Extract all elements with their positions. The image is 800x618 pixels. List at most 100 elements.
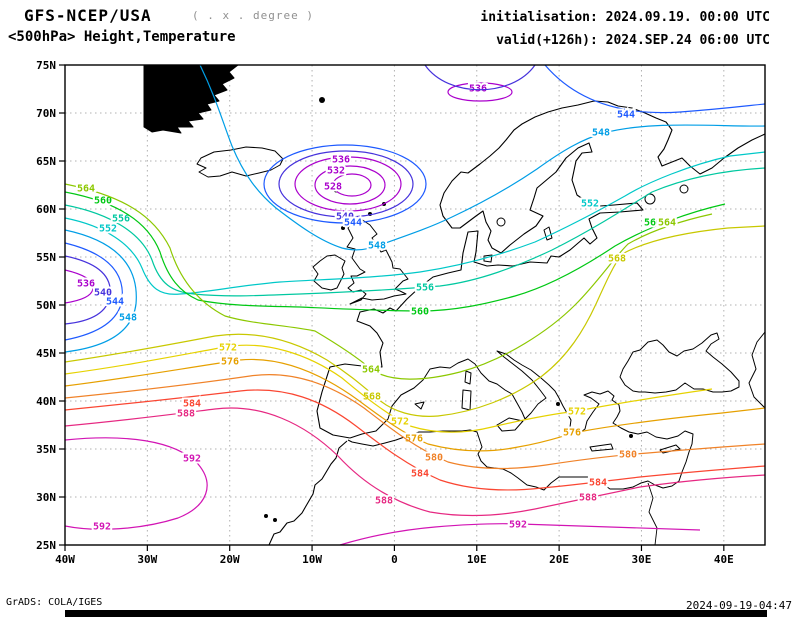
contour-592 [339,523,701,545]
contour-540 [278,150,414,218]
contour-label-540: 540 [336,212,354,223]
creation-timestamp: 2024-09-19-04:47 [686,599,792,612]
contour-label-556: 556 [416,283,434,294]
contour-568 [65,225,765,417]
contour-label-544: 544 [617,110,635,121]
lat-label-65N: 65N [36,155,56,168]
coastline [268,440,348,545]
contour-label-552: 552 [581,199,599,210]
run-info: initialisation: 2024.09.19. 00:00 UTC va… [480,6,770,52]
lat-label-55N: 55N [36,251,56,264]
bottom-bar [65,610,767,617]
contour-label-564: 564 [362,365,380,376]
lon-label-20E: 20E [549,553,569,566]
contour-label-592: 592 [93,522,111,533]
island-dot [273,518,277,522]
contour-528 [332,173,372,197]
model-title: GFS-NCEP/USA [24,6,152,25]
contour-label-576: 576 [221,357,239,368]
contour-540 [424,65,536,91]
coastline [483,254,493,263]
contour-label-584: 584 [183,399,201,410]
lake [679,184,689,194]
contour-label-568: 568 [608,254,626,265]
map-content: 5285325365365365405405445445445485485485… [65,65,765,545]
coastline [316,100,765,439]
contour-label-580: 580 [619,450,637,461]
contour-label-584: 584 [589,478,607,489]
contour-560 [65,191,726,312]
contour-544 [544,65,765,114]
lon-label-30E: 30E [632,553,652,566]
coastline [543,226,553,241]
lon-label-40W: 40W [55,553,75,566]
lon-label-10E: 10E [467,553,487,566]
lon-label-10W: 10W [302,553,322,566]
coastline [496,417,524,432]
contour-576 [65,358,765,452]
contour-552 [65,151,765,295]
contour-label-540: 540 [94,288,112,299]
contour-label-564: 564 [77,184,95,195]
island-dot [341,226,345,230]
contour-label-560: 560 [411,307,429,318]
contour-544 [263,144,427,224]
contour-label-532: 532 [327,166,345,177]
island-dot [264,514,268,518]
coastline [647,482,658,545]
contour-label-528: 528 [324,182,342,193]
contour-536 [294,156,402,212]
coastline [461,389,472,411]
contour-label-544: 544 [106,297,124,308]
contour-592 [65,437,208,530]
lat-label-40N: 40N [36,395,56,408]
coastline [464,370,472,385]
lake [496,217,506,227]
lat-label-75N: 75N [36,59,56,72]
contour-540 [65,255,111,325]
contour-label-588: 588 [579,493,597,504]
coastline [748,331,765,409]
coastline [619,332,740,394]
level-title: <500hPa> Height,Temperature [8,29,236,45]
contour-544 [65,242,123,341]
contour-564 [65,183,713,380]
contour-label-536: 536 [77,279,95,290]
coastline [312,254,346,291]
coastline [589,443,614,452]
coastline [196,146,284,178]
lat-label-70N: 70N [36,107,56,120]
contour-label-544: 544 [344,218,362,229]
lon-label-30W: 30W [137,553,157,566]
contour-label-588: 588 [375,496,393,507]
contour-label-592: 592 [183,454,201,465]
resolution-note: ( . x . degree ) [192,9,314,22]
contour-label-588: 588 [177,409,195,420]
lake [644,193,656,205]
coastline [347,350,694,491]
coastline [346,218,409,305]
lon-label-0: 0 [391,553,398,566]
contour-label-564: 564 [658,218,676,229]
contour-536 [447,82,513,102]
contour-label-552: 552 [99,224,117,235]
lat-label-25N: 25N [36,539,56,552]
contour-label-556: 556 [112,214,130,225]
contour-580 [65,374,765,470]
island-dot [556,402,560,406]
contour-label-560: 560 [94,196,112,207]
contour-label-576: 576 [405,434,423,445]
contour-572 [65,344,713,433]
contour-584 [65,389,765,491]
contour-label-580: 580 [425,453,443,464]
contour-label-572: 572 [219,343,237,354]
coastline [143,65,239,134]
valid-time: valid(+126h): 2024.SEP.24 06:00 UTC [496,33,770,48]
lat-label-35N: 35N [36,443,56,456]
lat-label-50N: 50N [36,299,56,312]
lat-label-60N: 60N [36,203,56,216]
contour-label-548: 548 [368,241,386,252]
contour-532 [314,165,386,205]
coastline [414,401,425,410]
